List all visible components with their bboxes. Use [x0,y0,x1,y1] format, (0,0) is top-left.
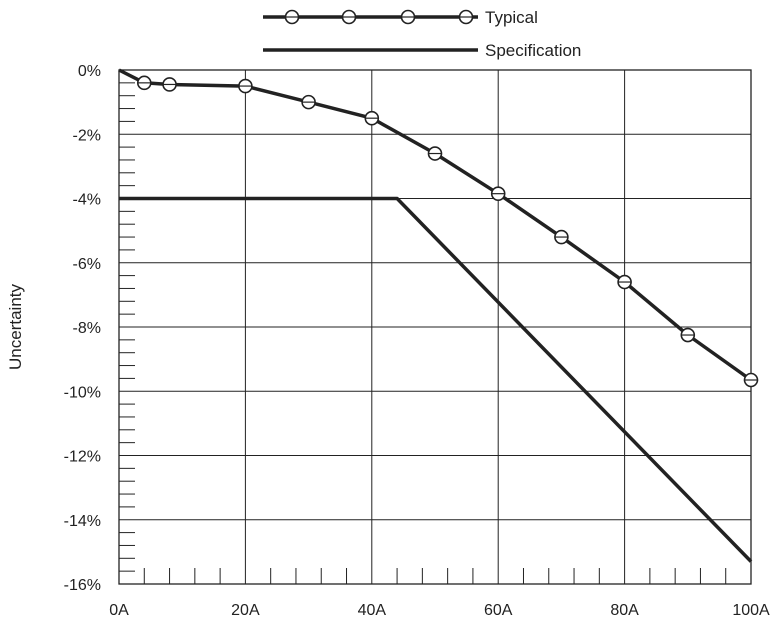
y-tick-label: 0% [78,63,101,80]
minor-ticks [119,82,727,584]
y-tick-label: -2% [73,127,101,144]
legend-item-specification: Specification [263,41,581,60]
x-tick-label: 60A [484,602,513,619]
y-tick-label: -12% [64,449,101,466]
legend-label: Specification [485,41,581,60]
y-tick-label: -10% [64,384,101,401]
legend-item-typical: Typical [263,8,538,27]
series-group [118,68,759,563]
plot-area-frame [118,69,752,585]
series-specification [119,196,753,563]
y-tick-label: -16% [64,577,101,594]
cut-off-text: ccuracy [1,621,66,625]
y-axis-title: Uncertainty [6,284,25,370]
tick-labels: 0% -2% -4% -6% -8% -10% -12% -14% -16% 0A 20A 40A 60… [64,63,770,619]
series-line-specification [119,196,753,563]
y-tick-label: -6% [73,256,101,273]
x-tick-label: 20A [231,602,260,619]
legend: Typical Specification [263,8,581,60]
x-tick-label: 0A [109,602,129,619]
y-tick-label: -4% [73,192,101,209]
y-tick-label: -14% [64,513,101,530]
x-tick-label: 100A [732,602,770,619]
x-tick-label: 80A [610,602,639,619]
series-typical [118,68,759,388]
x-tick-label: 40A [358,602,387,619]
legend-label: Typical [485,8,538,27]
y-tick-label: -8% [73,320,101,337]
series-line-typical [118,68,753,382]
